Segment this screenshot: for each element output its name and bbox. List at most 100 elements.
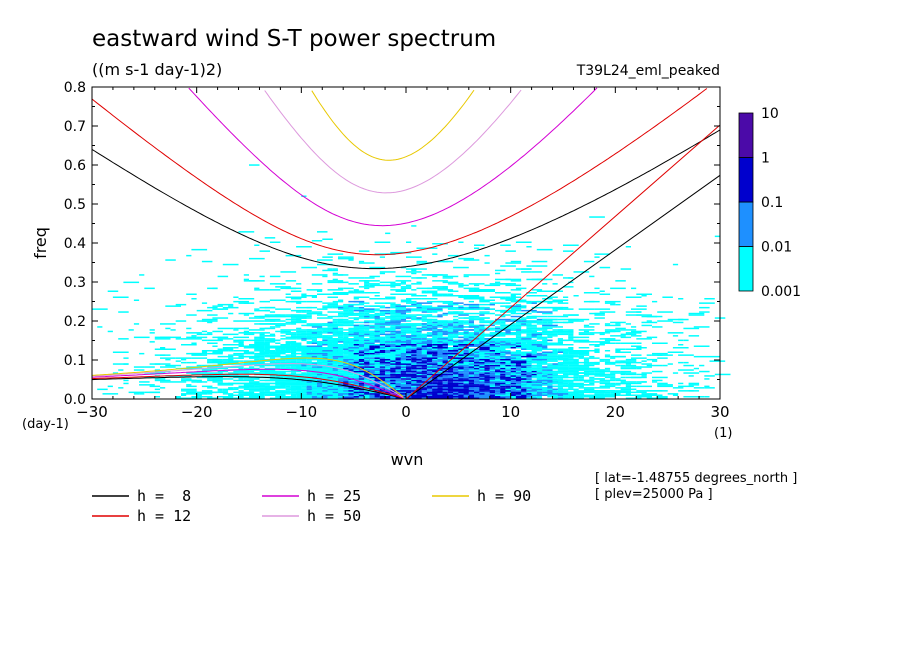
heatmap-cell <box>343 315 349 318</box>
heatmap-cell <box>327 364 333 367</box>
heatmap-cell <box>259 275 265 278</box>
heatmap-cell <box>447 354 454 356</box>
heatmap-cell <box>563 390 569 392</box>
heatmap-cell <box>296 327 302 330</box>
heatmap-cell <box>322 354 328 356</box>
heatmap-cell <box>201 375 213 377</box>
heatmap-cell <box>468 306 485 309</box>
heatmap-cell <box>175 303 187 306</box>
heatmap-cell <box>217 275 229 278</box>
heatmap-cell <box>369 355 375 358</box>
heatmap-cell <box>641 393 658 395</box>
heatmap-cell <box>421 394 427 396</box>
heatmap-cell <box>406 372 412 374</box>
heatmap-cell <box>432 364 438 367</box>
heatmap-cell <box>583 360 590 362</box>
heatmap-cell <box>269 354 281 356</box>
heatmap-cell <box>358 250 370 252</box>
heatmap-cell <box>536 290 553 292</box>
heatmap-cell <box>118 387 124 389</box>
heatmap-cell <box>453 339 459 342</box>
heatmap-cell <box>181 358 187 361</box>
heatmap-cell <box>348 303 365 306</box>
heatmap-cell <box>353 388 359 391</box>
heatmap-cell <box>254 396 260 398</box>
heatmap-cell <box>594 312 605 315</box>
heatmap-cell <box>563 372 569 374</box>
heatmap-cell <box>374 350 380 352</box>
heatmap-cell <box>196 381 208 383</box>
heatmap-cell <box>343 311 354 313</box>
heatmap-cell <box>505 344 522 346</box>
heatmap-cell <box>406 397 412 399</box>
heatmap-cell <box>442 387 454 389</box>
heatmap-cell <box>186 332 202 334</box>
heatmap-cell <box>426 378 438 380</box>
heatmap-cell <box>578 397 584 399</box>
heatmap-cell <box>432 330 448 333</box>
heatmap-cell <box>353 345 359 347</box>
heatmap-cell <box>170 329 176 331</box>
heatmap-cell <box>133 366 145 368</box>
heatmap-cell <box>458 355 469 358</box>
heatmap-cell <box>615 387 631 389</box>
heatmap-cell <box>154 391 160 394</box>
heatmap-cell <box>583 372 590 374</box>
heatmap-cell <box>411 378 422 380</box>
heatmap-cell <box>468 354 474 356</box>
heatmap-cell <box>290 314 302 316</box>
heatmap-cell <box>526 345 537 347</box>
heatmap-cell <box>505 283 511 285</box>
heatmap-cell <box>327 342 333 344</box>
heatmap-cell <box>264 315 281 318</box>
heatmap-cell <box>531 351 537 353</box>
heatmap-cell <box>348 317 359 319</box>
heatmap-cell <box>254 348 270 350</box>
heatmap-cell <box>353 342 359 344</box>
heatmap-cell <box>583 370 595 373</box>
heatmap-cell <box>510 305 527 307</box>
heatmap-cell <box>322 339 328 342</box>
heatmap-cell <box>489 358 495 361</box>
heatmap-cell <box>275 350 291 352</box>
heatmap-cell <box>552 358 558 361</box>
heatmap-cell <box>672 372 679 374</box>
heatmap-cell <box>322 238 333 240</box>
kelvin-wave-curve <box>405 124 721 400</box>
heatmap-cell <box>416 373 422 376</box>
heatmap-cell <box>296 311 302 313</box>
heatmap-cell <box>468 283 485 285</box>
heatmap-cell <box>290 296 307 298</box>
heatmap-cell <box>484 324 490 327</box>
heatmap-cell <box>400 357 406 359</box>
heatmap-cell <box>521 329 532 331</box>
heatmap-cell <box>181 375 192 377</box>
heatmap-cell <box>416 375 422 377</box>
heatmap-cell <box>395 372 401 374</box>
heatmap-cell <box>364 381 370 383</box>
heatmap-cell <box>217 384 234 386</box>
heatmap-cell <box>280 397 286 399</box>
heatmap-cell <box>379 320 385 322</box>
heatmap-cell <box>510 355 516 358</box>
heatmap-cell <box>107 330 113 333</box>
heatmap-cell <box>311 350 317 352</box>
heatmap-cell <box>468 296 485 298</box>
heatmap-cell <box>568 370 579 373</box>
heatmap-cell <box>217 351 223 353</box>
heatmap-cell <box>578 329 595 331</box>
heatmap-cell <box>400 286 412 288</box>
heatmap-cell <box>500 311 516 313</box>
dispersion-curve-h90 <box>91 89 475 398</box>
heatmap-cell <box>243 327 249 330</box>
heatmap-cell <box>474 341 485 343</box>
heatmap-cell <box>196 336 208 339</box>
heatmap-cell <box>495 284 501 287</box>
heatmap-cell <box>290 370 297 373</box>
heatmap-cell <box>201 393 208 395</box>
heatmap-cell <box>364 347 370 349</box>
heatmap-cell <box>254 308 260 310</box>
heatmap-cell <box>358 342 365 344</box>
heatmap-cell <box>416 350 422 352</box>
heatmap-cell <box>688 314 705 316</box>
